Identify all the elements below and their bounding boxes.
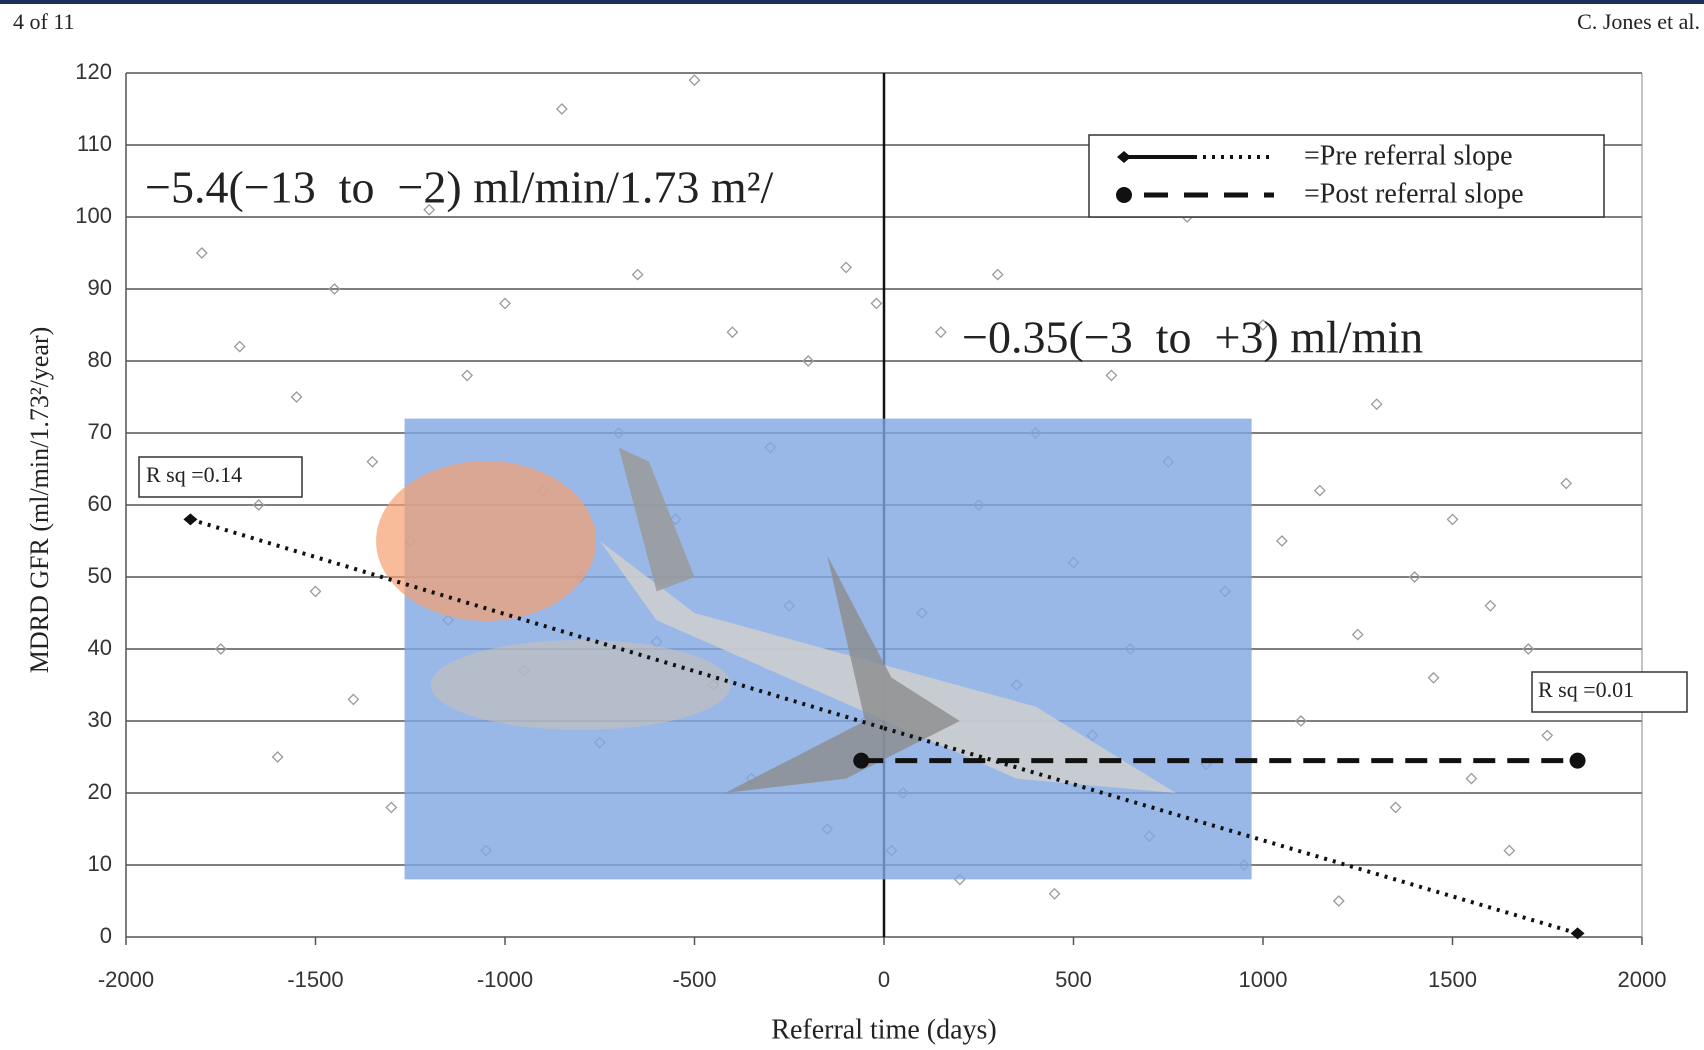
y-tick-label: 110: [77, 131, 112, 156]
scatter-point: [991, 268, 1004, 281]
scatter-point: [1522, 643, 1535, 655]
scatter-point: [347, 693, 360, 706]
plane-body: [599, 541, 1176, 793]
y-tick-label: 60: [88, 491, 112, 516]
scatter-point: [870, 297, 883, 310]
x-tick-label: 2000: [1618, 967, 1667, 992]
scatter-point: [1484, 599, 1497, 612]
legend-marker-pre: [1117, 151, 1131, 163]
y-tick-label: 20: [88, 779, 112, 804]
y-tick-label: 30: [88, 707, 112, 732]
scatter-point: [1048, 887, 1061, 900]
scatter-point: [1351, 628, 1364, 641]
y-tick-label: 10: [88, 851, 112, 876]
post-slope-end: [853, 752, 870, 769]
slope-annotation: −0.35(−3 to +3) ml/min: [962, 312, 1423, 363]
scatter-point: [499, 297, 511, 310]
scatter-point: [688, 74, 701, 87]
x-tick-label: 500: [1055, 967, 1092, 992]
x-tick-label: -1500: [287, 967, 343, 992]
x-tick-label: 1500: [1428, 967, 1477, 992]
scatter-point: [1541, 729, 1554, 742]
scatter-point: [1465, 772, 1478, 785]
scatter-point: [631, 268, 644, 281]
x-tick-label: 0: [878, 967, 890, 992]
x-axis-label: Referral time (days): [771, 1014, 996, 1045]
scatter-point: [1560, 477, 1573, 490]
plane-tail: [618, 447, 695, 592]
scatter-point: [195, 247, 208, 259]
scatter-point: [726, 326, 739, 339]
rsq-box: [138, 456, 303, 498]
author: C. Jones et al.: [1577, 9, 1700, 34]
x-tick-label: -500: [672, 967, 716, 992]
scatter-point: [1446, 513, 1459, 526]
scatter-point: [802, 355, 815, 367]
scatter-point: [309, 585, 322, 598]
legend-box: [1088, 134, 1605, 218]
scatter-point: [290, 391, 303, 403]
y-tick-label: 90: [88, 275, 112, 300]
photo-overlay: [376, 418, 1252, 880]
pre-slope-end: [1570, 927, 1585, 940]
plane-wing: [724, 555, 960, 793]
y-axis-label: MDRD GFR (ml/min/1.73²/year): [25, 327, 54, 674]
scatter-point: [366, 455, 379, 468]
legend-label: =Pre referral slope: [1304, 140, 1513, 171]
page-number: 4 of 11: [13, 9, 75, 34]
scatter-point: [1332, 895, 1345, 907]
top-strip: [0, 0, 1704, 4]
post-slope-end: [1569, 752, 1586, 769]
scatter-point: [1503, 844, 1516, 857]
scatter-point: [1408, 571, 1421, 583]
scatter-point: [1313, 484, 1326, 497]
scatter-point: [555, 103, 568, 115]
y-tick-label: 0: [100, 923, 112, 948]
y-tick-label: 40: [88, 635, 112, 660]
x-tick-label: -2000: [98, 967, 154, 992]
scatter-point: [934, 326, 947, 339]
scatter-point: [1105, 369, 1118, 382]
y-tick-label: 120: [75, 59, 112, 84]
y-tick-label: 50: [88, 563, 112, 588]
legend-marker-post: [1116, 187, 1132, 203]
scatter-point: [233, 340, 246, 353]
scatter-point: [1276, 535, 1288, 547]
scatter-point: [1389, 801, 1402, 814]
rsq-box: [1531, 671, 1688, 713]
scatter-point: [385, 801, 398, 814]
pre-slope-segment: [189, 517, 885, 731]
legend-label: =Post referral slope: [1304, 178, 1524, 209]
x-tick-label: 1000: [1239, 967, 1288, 992]
scatter-point: [1294, 715, 1307, 727]
scatter-point: [328, 283, 341, 295]
pre-slope-start: [183, 513, 198, 526]
y-tick-label: 70: [88, 419, 112, 444]
scatter-point: [423, 203, 436, 216]
scatter-point: [461, 369, 474, 382]
scatter-point: [271, 751, 284, 763]
scatter-point: [1370, 398, 1383, 411]
pre-slope-segment: [883, 726, 1579, 936]
x-tick-label: -1000: [477, 967, 533, 992]
rsq-label: R sq =0.14: [146, 462, 242, 487]
smoke: [430, 640, 731, 730]
y-tick-label: 80: [88, 347, 112, 372]
scatter-point: [1427, 671, 1440, 684]
rsq-label: R sq =0.01: [1538, 677, 1634, 702]
scatter-point: [1257, 319, 1269, 331]
fire: [376, 461, 597, 621]
scatter-point: [214, 643, 227, 655]
scatter-point: [840, 261, 853, 274]
slope-annotation: −5.4(−13 to −2) ml/min/1.73 m²/: [145, 162, 773, 213]
scatter-point: [252, 499, 265, 511]
y-tick-label: 100: [75, 203, 112, 228]
